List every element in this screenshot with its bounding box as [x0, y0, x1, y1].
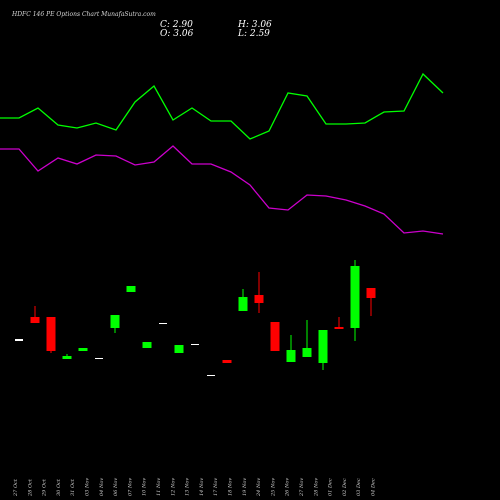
candle-body: [95, 358, 103, 359]
candle-6: [95, 358, 103, 359]
indicator-lines: [0, 72, 444, 235]
candle-body: [78, 348, 88, 351]
candle-body: [207, 375, 215, 376]
tick-label: 01 Dec: [328, 478, 334, 496]
candle-body: [254, 295, 264, 303]
candle-2: [30, 306, 40, 323]
high-value: H: 3.06: [237, 20, 272, 30]
candle-body: [191, 344, 199, 345]
candle-body: [302, 348, 312, 357]
purple-line: [0, 145, 444, 235]
candle-23: [366, 288, 376, 316]
tick-label: 27 Oct: [13, 478, 19, 497]
candles: [15, 260, 376, 376]
candle-16: [254, 272, 264, 313]
tick-label: 18 Nov: [228, 478, 234, 496]
candle-body: [126, 286, 136, 292]
x-axis-ticks: 27 Oct 28 Oct 29 Oct 30 Oct 31 Oct 03 Nov 04 N…: [13, 478, 377, 497]
tick-label: 04 Dec: [371, 478, 377, 496]
candle-13: [207, 375, 215, 376]
tick-label: 31 Oct: [70, 478, 76, 496]
tick-label: 28 Oct: [27, 478, 33, 497]
candle-body: [174, 345, 184, 353]
candle-body: [238, 297, 248, 311]
tick-label: 14 Nov: [199, 478, 205, 496]
candle-7: [110, 315, 120, 333]
candle-17: [270, 322, 280, 351]
tick-label: 30 Oct: [56, 478, 62, 496]
candle-body: [286, 350, 296, 362]
candle-11: [174, 345, 184, 353]
tick-label: 13 Nov: [185, 478, 191, 496]
candle-1: [15, 339, 23, 341]
candle-body: [222, 360, 232, 363]
candle-8: [126, 286, 136, 292]
candle-body: [350, 266, 360, 328]
candle-body: [62, 356, 72, 359]
chart-title: HDFC 146 PE Options Chart MunafaSutra.co…: [11, 11, 156, 18]
candle-body: [366, 288, 376, 298]
candle-12: [191, 344, 199, 345]
candle-5: [78, 348, 88, 351]
candle-21: [334, 317, 344, 329]
tick-label: 26 Nov: [285, 478, 291, 497]
tick-label: 24 Nov: [256, 478, 262, 497]
tick-label: 28 Nov: [313, 478, 319, 497]
candle-10: [159, 323, 167, 324]
candle-18: [286, 335, 296, 362]
tick-label: 03 Dec: [356, 478, 362, 496]
tick-label: 10 Nov: [142, 478, 148, 496]
tick-label: 29 Oct: [42, 478, 48, 497]
candle-4: [62, 354, 72, 359]
candle-3: [46, 317, 56, 353]
tick-label: 07 Nov: [127, 478, 133, 496]
tick-label: 11 Nov: [156, 478, 162, 496]
tick-label: 12 Nov: [170, 478, 176, 496]
tick-label: 19 Nov: [242, 478, 248, 496]
tick-label: 17 Nov: [213, 478, 219, 496]
tick-label: 04 Nov: [99, 478, 105, 496]
tick-label: 27 Nov: [299, 478, 305, 497]
candle-body: [30, 317, 40, 323]
tick-label: 03 Nov: [85, 478, 91, 496]
candle-9: [142, 342, 152, 348]
tick-label: 25 Nov: [270, 478, 276, 497]
candle-body: [110, 315, 120, 328]
candle-19: [302, 320, 312, 357]
candle-body: [142, 342, 152, 348]
candle-body: [334, 327, 344, 329]
low-value: L: 2.59: [237, 29, 270, 39]
candle-15: [238, 289, 248, 311]
candle-20: [318, 330, 328, 370]
candle-body: [46, 317, 56, 351]
tick-label: 06 Nov: [113, 478, 119, 496]
candle-body: [159, 323, 167, 324]
candle-body: [15, 339, 23, 341]
candle-body: [270, 322, 280, 351]
close-value: C: 2.90: [160, 20, 193, 30]
candle-14: [222, 360, 232, 363]
open-value: O: 3.06: [160, 29, 194, 39]
candle-body: [318, 330, 328, 363]
green-line: [0, 72, 444, 140]
tick-label: 02 Dec: [342, 478, 348, 496]
candle-22: [350, 260, 360, 341]
